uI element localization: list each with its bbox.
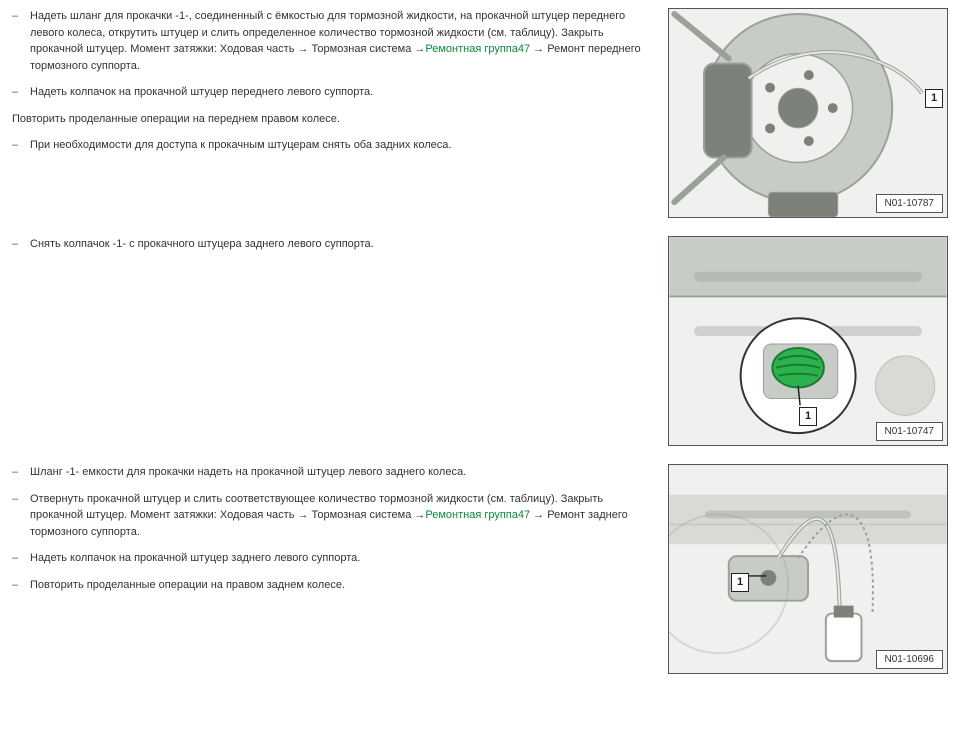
paragraph: Повторить проделанные операции на передн… (12, 111, 648, 128)
text-column: –Надеть шланг для прокачки -1-, соединен… (12, 8, 668, 164)
dash-item: –При необходимости для доступа к прокачн… (12, 137, 648, 154)
dash-item: –Шланг -1- емкости для прокачки надеть н… (12, 464, 648, 481)
dash-item: –Снять колпачок -1- с прокачного штуцера… (12, 236, 648, 253)
text-segment: Снять колпачок -1- с прокачного штуцера … (30, 238, 374, 250)
figure-art (669, 465, 947, 673)
figure-caption: N01-10696 (876, 650, 943, 669)
callout-label: 1 (925, 89, 943, 108)
figure-caption: N01-10747 (876, 422, 943, 441)
figure: 1 N01-10747 (668, 236, 948, 446)
figure: 1 N01-10696 (668, 464, 948, 674)
figure-column: 1 N01-10696 (668, 464, 948, 674)
item-text: Снять колпачок -1- с прокачного штуцера … (30, 236, 648, 253)
dash-item: –Надеть шланг для прокачки -1-, соединен… (12, 8, 648, 74)
dash-marker: – (12, 137, 30, 154)
text-segment: Повторить проделанные операции на правом… (30, 579, 345, 591)
callout-label: 1 (731, 573, 749, 592)
item-text: Повторить проделанные операции на правом… (30, 577, 648, 594)
repair-group-link[interactable]: Ремонтная группа47 (425, 509, 530, 521)
dash-item: –Повторить проделанные операции на право… (12, 577, 648, 594)
text-column: –Шланг -1- емкости для прокачки надеть н… (12, 464, 668, 603)
text-segment: Шланг -1- емкости для прокачки надеть на… (30, 466, 466, 478)
figure-column: 1 N01-10747 (668, 236, 948, 446)
item-text: Надеть шланг для прокачки -1-, соединенн… (30, 8, 648, 74)
dash-marker: – (12, 8, 30, 74)
text-segment: При необходимости для доступа к прокачны… (30, 139, 451, 151)
figure-column: 1 N01-10787 (668, 8, 948, 218)
dash-marker: – (12, 550, 30, 567)
figure-caption: N01-10787 (876, 194, 943, 213)
dash-marker: – (12, 84, 30, 101)
figure-art (669, 9, 947, 217)
dash-item: –Надеть колпачок на прокачной штуцер зад… (12, 550, 648, 567)
repair-group-link[interactable]: Ремонтная группа47 (425, 43, 530, 55)
item-text: Отвернуть прокачной штуцер и слить соотв… (30, 491, 648, 541)
item-text: Повторить проделанные операции на передн… (12, 111, 648, 128)
text-column: –Снять колпачок -1- с прокачного штуцера… (12, 236, 668, 263)
dash-marker: – (12, 236, 30, 253)
item-text: Надеть колпачок на прокачной штуцер задн… (30, 550, 648, 567)
section-row: –Надеть шланг для прокачки -1-, соединен… (12, 8, 948, 218)
text-segment: Надеть колпачок на прокачной штуцер задн… (30, 552, 360, 564)
text-segment: Повторить проделанные операции на передн… (12, 113, 340, 125)
figure: 1 N01-10787 (668, 8, 948, 218)
section-row: –Шланг -1- емкости для прокачки надеть н… (12, 464, 948, 674)
dash-marker: – (12, 464, 30, 481)
dash-item: –Надеть колпачок на прокачной штуцер пер… (12, 84, 648, 101)
text-segment: Надеть колпачок на прокачной штуцер пере… (30, 86, 373, 98)
item-text: Шланг -1- емкости для прокачки надеть на… (30, 464, 648, 481)
callout-label: 1 (799, 407, 817, 426)
item-text: При необходимости для доступа к прокачны… (30, 137, 648, 154)
dash-item: –Отвернуть прокачной штуцер и слить соот… (12, 491, 648, 541)
item-text: Надеть колпачок на прокачной штуцер пере… (30, 84, 648, 101)
dash-marker: – (12, 491, 30, 541)
section-row: –Снять колпачок -1- с прокачного штуцера… (12, 236, 948, 446)
dash-marker: – (12, 577, 30, 594)
